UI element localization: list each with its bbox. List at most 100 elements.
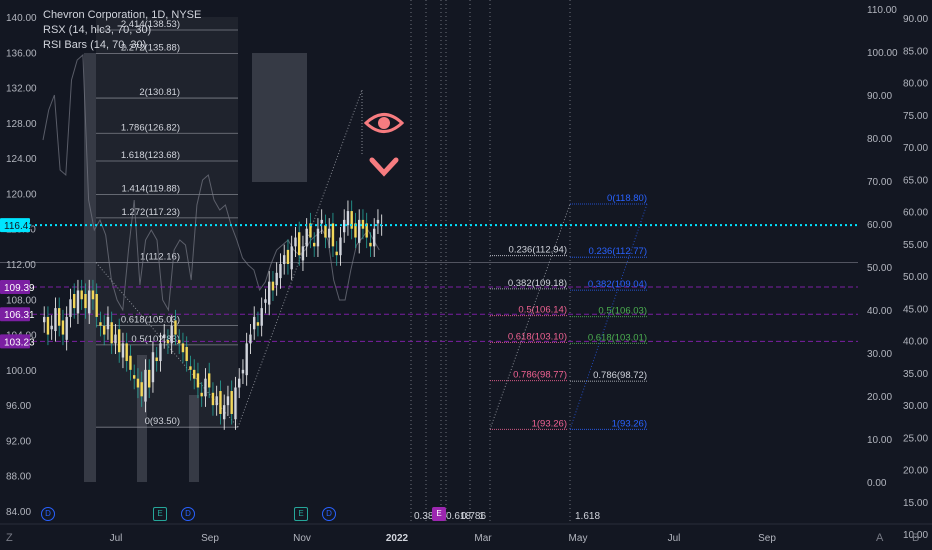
fib-retr-label: 0.5(106.03): [598, 306, 647, 317]
fib-level-label: 1.786(126.82): [121, 122, 180, 133]
price-tick: 92.00: [6, 436, 31, 447]
candle-body: [376, 219, 380, 224]
fib-retr-label: 0.618(103.10): [508, 332, 567, 343]
fib-retr-label: 0.618(103.01): [588, 332, 647, 343]
candle-body: [369, 242, 372, 247]
rsi-zone: [137, 355, 147, 482]
price-tick: 84.00: [6, 507, 31, 518]
candle-body: [166, 339, 170, 344]
earnings-marker[interactable]: E: [294, 507, 308, 521]
candle-body: [106, 316, 110, 330]
candle-body: [46, 316, 50, 335]
rsi-tick: 30.00: [903, 401, 928, 412]
candle-body: [95, 293, 98, 317]
candle-body: [271, 281, 275, 291]
candle-body: [346, 211, 350, 226]
rsx-tick: 40.00: [867, 306, 892, 317]
candle-body: [335, 251, 338, 256]
candle-body: [298, 232, 301, 256]
candle-body: [373, 228, 376, 247]
rsi-tick: 40.00: [903, 337, 928, 348]
eye-icon[interactable]: [363, 108, 405, 143]
candle-body: [245, 343, 248, 376]
fib-retr-label: 0.786(98.72): [593, 370, 647, 381]
fib-retr-label: 0.786(98.77): [513, 370, 567, 381]
price-badge: [0, 334, 30, 349]
auto-scale-button[interactable]: A: [876, 532, 884, 544]
rsx-tick: 80.00: [867, 134, 892, 145]
rsi-tick: 70.00: [903, 143, 928, 154]
candle-body: [320, 219, 323, 224]
candle-body: [211, 392, 215, 406]
rsx-tick: 110.00: [867, 5, 897, 16]
candle-body: [226, 396, 230, 406]
time-tick: May: [569, 533, 588, 544]
price-badge-label: 109.39: [4, 283, 35, 294]
candle-body: [196, 373, 200, 388]
candle-body: [215, 396, 218, 406]
rsi-tick: 15.00: [903, 498, 928, 509]
rsi-zone: [252, 53, 307, 182]
candle-body: [193, 369, 196, 379]
rsx-indicator-label[interactable]: RSX (14, hlc3, 70, 30): [43, 24, 152, 36]
candle-body: [88, 290, 91, 314]
candle-body: [241, 369, 245, 374]
rsi-tick: 60.00: [903, 208, 928, 219]
fib-retr-label: 0.236(112.94): [509, 245, 567, 256]
time-tick: Jul: [668, 533, 681, 544]
symbol-title[interactable]: Chevron Corporation, 1D, NYSE: [43, 9, 202, 21]
rsi-bars-indicator-label[interactable]: RSI Bars (14, 70, 30): [43, 39, 147, 51]
rsi-tick: 35.00: [903, 369, 928, 380]
fib-retr-label: 1(93.26): [532, 418, 567, 429]
time-tick: 2022: [386, 533, 409, 544]
dividend-marker[interactable]: D: [322, 507, 336, 521]
candle-body: [129, 355, 132, 370]
rsi-tick: 55.00: [903, 240, 928, 251]
candle-body: [159, 343, 162, 362]
chart-legend: Chevron Corporation, 1D, NYSE RSX (14, h…: [43, 8, 201, 53]
candle-body: [350, 211, 353, 229]
chevron-down-icon[interactable]: [369, 156, 399, 183]
fib-retr-label: 0.5(106.14): [518, 305, 567, 316]
candle-body: [283, 255, 286, 264]
timezone-button[interactable]: Z: [6, 532, 13, 544]
price-tick: 120.00: [6, 189, 37, 200]
fib-retr-label: 0.382(109.04): [588, 279, 647, 290]
time-fib-label: 1.618: [575, 511, 600, 522]
fib-level-label: 2.272(135.88): [121, 42, 180, 53]
candle-body: [133, 375, 136, 379]
rsi-tick: 80.00: [903, 79, 928, 90]
candle-body: [208, 373, 211, 388]
candle-body: [294, 237, 297, 247]
candle-body: [185, 346, 188, 362]
candle-body: [155, 357, 158, 362]
time-tick: Sep: [758, 533, 776, 544]
fib-retr-label: 1(93.26): [612, 418, 647, 429]
rsx-tick: 10.00: [867, 435, 892, 446]
candle-body: [328, 228, 331, 238]
rsi-tick: 45.00: [903, 304, 928, 315]
candle-body: [316, 228, 320, 247]
candle-body: [110, 322, 113, 344]
earnings-marker[interactable]: E: [432, 507, 446, 521]
candle-body: [253, 316, 256, 330]
log-scale-button[interactable]: B: [912, 532, 920, 544]
candle-body: [58, 308, 61, 326]
price-tick: 132.00: [6, 84, 37, 95]
rsi-tick: 20.00: [903, 466, 928, 477]
candle-body: [343, 219, 346, 233]
candle-body: [178, 339, 181, 344]
candle-body: [181, 343, 185, 353]
fib-level-label: 1.618(123.68): [121, 150, 180, 161]
candle-body: [170, 325, 173, 344]
candle-body: [256, 322, 260, 326]
candle-body: [84, 293, 87, 309]
earnings-marker[interactable]: E: [153, 507, 167, 521]
dividend-marker[interactable]: D: [181, 507, 195, 521]
candle-body: [324, 225, 327, 238]
rsi-tick: 25.00: [903, 433, 928, 444]
candle-body: [43, 316, 46, 323]
dividend-marker[interactable]: D: [41, 507, 55, 521]
candle-body: [279, 264, 282, 279]
